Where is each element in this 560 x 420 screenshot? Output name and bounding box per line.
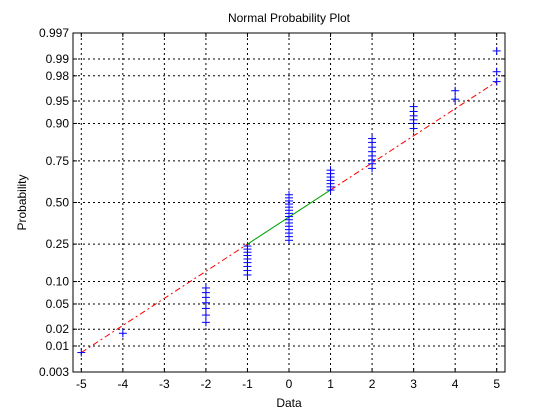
- data-point-marker: [285, 190, 293, 199]
- data-point-marker: [451, 86, 460, 95]
- x-tick-label: 5: [493, 377, 500, 391]
- data-point-marker: [409, 102, 418, 111]
- data-point-marker: [326, 166, 335, 175]
- x-axis-label: Data: [276, 396, 302, 410]
- y-axis-label: Probability: [15, 174, 29, 230]
- y-tick-label: 0.003: [39, 365, 69, 379]
- x-tick-label: 1: [327, 377, 334, 391]
- y-tick-label: 0.98: [46, 69, 70, 83]
- x-tick-label: -3: [159, 377, 170, 391]
- data-point-marker: [118, 329, 127, 338]
- axis-ticks: -5 -4 -3 -2 -1 0 1 2 3 4 5 0.003 0.01 0.02 0.05 0.10 0.2…: [39, 26, 505, 391]
- x-tick-label: -5: [76, 377, 87, 391]
- data-point-marker: [243, 242, 252, 251]
- y-tick-label: 0.95: [46, 94, 70, 108]
- y-tick-label: 0.25: [46, 237, 70, 251]
- y-tick-label: 0.90: [46, 116, 70, 130]
- y-tick-label: 0.02: [46, 322, 70, 336]
- x-tick-label: 4: [452, 377, 459, 391]
- chart-title: Normal Probability Plot: [228, 11, 351, 25]
- data-point-marker: [368, 134, 377, 143]
- data-point-marker: [201, 283, 210, 292]
- y-tick-label: 0.50: [46, 196, 70, 210]
- data-point-marker: [201, 318, 210, 327]
- x-tick-label: 3: [410, 377, 417, 391]
- data-point-marker: [492, 46, 501, 55]
- x-tick-label: 0: [286, 377, 293, 391]
- fit-line-lower-extension: [81, 243, 248, 353]
- y-tick-label: 0.10: [46, 275, 70, 289]
- y-tick-label: 0.05: [46, 297, 70, 311]
- y-tick-label: 0.01: [46, 339, 70, 353]
- data-point-marker: [201, 311, 210, 320]
- y-tick-label: 0.75: [46, 154, 70, 168]
- x-tick-label: -1: [242, 377, 253, 391]
- data-point-marker: [492, 77, 501, 86]
- data-markers: [77, 46, 501, 357]
- data-point-marker: [77, 348, 86, 357]
- y-tick-label: 0.997: [39, 26, 69, 40]
- x-tick-label: 2: [369, 377, 376, 391]
- y-tick-label: 0.99: [46, 52, 70, 66]
- x-tick-label: -4: [118, 377, 129, 391]
- data-point-marker: [451, 95, 460, 104]
- fit-line-upper-extension: [330, 81, 497, 191]
- data-point-marker: [492, 67, 501, 76]
- x-tick-label: -2: [201, 377, 212, 391]
